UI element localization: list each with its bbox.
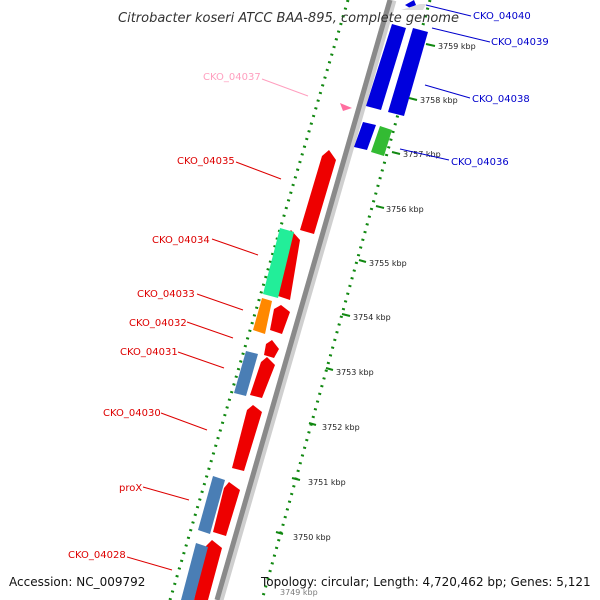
gene-label: CKO_04037	[203, 72, 261, 83]
tick-label: 3752 kbp	[322, 423, 360, 432]
kbp-ticks: 3759 kbp 3758 kbp 3757 kbp 3756 kbp 3755…	[275, 42, 476, 597]
gene-arrow	[234, 351, 258, 396]
tick-mark	[275, 531, 284, 535]
gene-label: CKO_04040	[473, 11, 531, 22]
gene-label: CKO_04032	[129, 318, 187, 329]
gene-arrow	[354, 122, 376, 150]
tick-mark	[375, 205, 385, 209]
leader-line	[424, 84, 471, 99]
gene-arrow	[278, 230, 300, 300]
gene-arrow	[213, 482, 240, 536]
tick-mark	[291, 477, 301, 481]
tick-label: 3750 kbp	[293, 533, 331, 542]
tick-label: 3754 kbp	[353, 313, 391, 322]
leader-line	[126, 556, 173, 571]
gene-arrow	[371, 126, 392, 156]
leader-line	[261, 78, 309, 97]
leader-line	[425, 4, 472, 17]
gene-arrow	[388, 28, 428, 116]
leader-line	[186, 321, 234, 339]
backbone-line	[214, 0, 393, 600]
leader-line	[160, 412, 208, 431]
tick-mark	[308, 422, 317, 426]
gene-label: CKO_04030	[103, 408, 161, 419]
leader-line	[177, 351, 225, 369]
gene-arrow	[250, 357, 275, 398]
gene-label: CKO_04036	[451, 157, 509, 168]
gene-label: CKO_04034	[152, 235, 210, 246]
accession-text: Accession: NC_009792	[9, 575, 145, 589]
tick-label: 3756 kbp	[386, 205, 424, 214]
gene-label: CKO_04035	[177, 156, 235, 167]
gene-label: CKO_04028	[68, 550, 126, 561]
gene-label: CKO_04031	[120, 347, 178, 358]
gene-label: CKO_04038	[472, 94, 530, 105]
topology-summary: Topology: circular; Length: 4,720,462 bp…	[260, 575, 591, 589]
gene-labels-right: CKO_04040 CKO_04039 CKO_04038 CKO_04036	[399, 4, 549, 168]
gene-arrow	[181, 543, 208, 600]
gene-arrow	[366, 24, 406, 110]
leader-line	[399, 148, 450, 161]
gene-arrow	[253, 298, 272, 334]
gene-arrows	[181, 0, 428, 600]
tick-mark	[358, 259, 367, 263]
outer-dotted-track	[168, 0, 350, 600]
leader-line	[196, 293, 244, 311]
leader-line	[142, 486, 190, 501]
gene-arrow	[300, 150, 336, 234]
tick-label: 3759 kbp	[438, 42, 476, 51]
backbone	[214, 0, 397, 600]
gene-arrow	[198, 476, 225, 534]
gene-arrow	[405, 0, 416, 8]
map-title: Citrobacter koseri ATCC BAA-895, complet…	[118, 11, 459, 26]
tick-label: 3751 kbp	[308, 478, 346, 487]
tick-label: 3753 kbp	[336, 368, 374, 377]
tick-mark	[391, 151, 401, 155]
gene-arrow	[264, 340, 279, 358]
gene-label: proX	[119, 483, 142, 494]
leader-line	[235, 161, 282, 180]
gene-arrow	[263, 228, 294, 298]
tick-mark	[408, 97, 418, 101]
tick-label: 3755 kbp	[369, 259, 407, 268]
leader-line	[431, 27, 491, 43]
gene-arrow	[340, 103, 352, 111]
leader-line	[211, 238, 259, 256]
gene-label: CKO_04033	[137, 289, 195, 300]
gene-label: CKO_04039	[491, 37, 549, 48]
tick-mark	[325, 367, 334, 371]
gene-arrow	[232, 405, 262, 471]
tick-mark	[341, 313, 351, 317]
gene-arrow	[194, 540, 222, 600]
tick-label: 3749 kbp	[280, 588, 318, 597]
tick-label: 3758 kbp	[420, 96, 458, 105]
gene-labels-left: CKO_04037 CKO_04035 CKO_04034 CKO_04033 …	[68, 72, 309, 571]
tick-mark	[425, 43, 436, 47]
gene-arrow	[401, 4, 426, 10]
gene-arrow	[270, 305, 290, 334]
tick-label: 3757 kbp	[403, 150, 441, 159]
dotted-tracks	[168, 0, 432, 600]
